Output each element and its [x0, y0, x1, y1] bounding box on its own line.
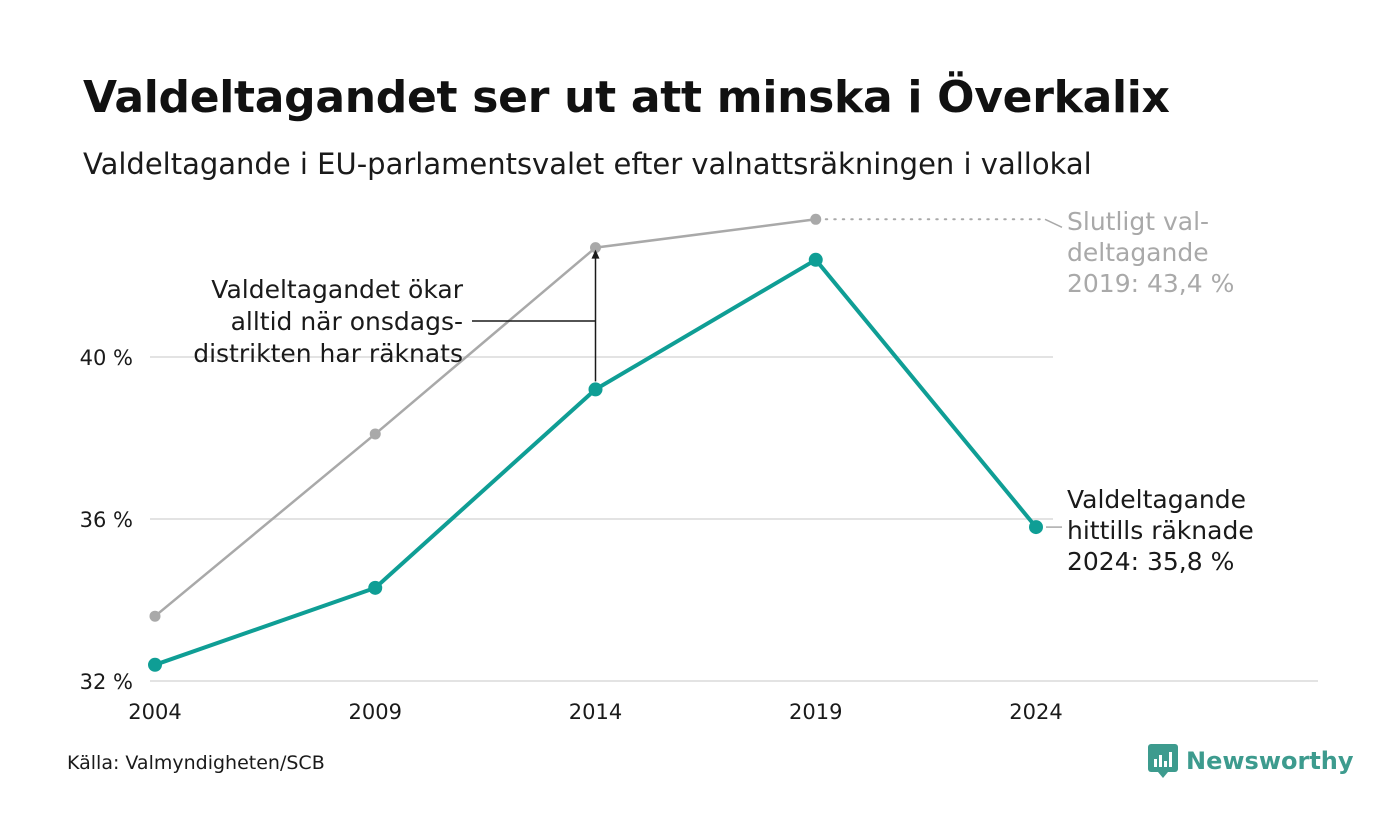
- x-tick-label: 2014: [569, 700, 622, 724]
- y-tick-label: 40 %: [80, 346, 133, 370]
- data-point-final: [149, 610, 161, 622]
- brand-logo: Newsworthy: [1148, 744, 1354, 778]
- final-label-line: deltagande: [1067, 238, 1209, 267]
- y-tick-label: 36 %: [80, 508, 133, 532]
- source-note: Källa: Valmyndigheten/SCB: [67, 752, 325, 774]
- final-label-line: 2019: 43,4 %: [1067, 269, 1234, 298]
- counted-label-line: 2024: 35,8 %: [1067, 547, 1234, 576]
- increase-label-line: distrikten har räknats: [193, 339, 463, 368]
- series-line-final: [153, 218, 817, 618]
- increase-label-line: alltid när onsdags-: [231, 307, 463, 336]
- y-tick-label: 32 %: [80, 670, 133, 694]
- counted-label-line: Valdeltagande: [1067, 485, 1246, 514]
- data-point-final: [810, 213, 822, 225]
- data-point-counted: [588, 382, 603, 397]
- data-point-counted: [808, 252, 823, 267]
- x-tick-label: 2009: [349, 700, 402, 724]
- x-tick-label: 2004: [128, 700, 181, 724]
- chart-title: Valdeltagandet ser ut att minska i Överk…: [83, 72, 1170, 123]
- final-label-line: Slutligt val-: [1067, 207, 1209, 236]
- newsworthy-logo-icon: [1148, 744, 1178, 778]
- data-point-counted: [1029, 520, 1043, 535]
- data-point-final: [369, 428, 381, 440]
- x-tick-label: 2019: [789, 700, 842, 724]
- data-point-final: [590, 242, 601, 254]
- final-leader-tick: [1044, 218, 1063, 228]
- data-point-counted: [368, 580, 383, 595]
- increase-label-line: Valdeltagandet ökar: [211, 275, 463, 304]
- data-point-counted: [148, 657, 162, 672]
- chart-subtitle: Valdeltagande i EU-parlamentsvalet efter…: [83, 147, 1092, 181]
- counted-label-line: hittills räknade: [1067, 516, 1254, 545]
- increase-arrowhead: [591, 249, 600, 259]
- brand-name: Newsworthy: [1186, 747, 1354, 775]
- x-tick-label: 2024: [1009, 700, 1062, 724]
